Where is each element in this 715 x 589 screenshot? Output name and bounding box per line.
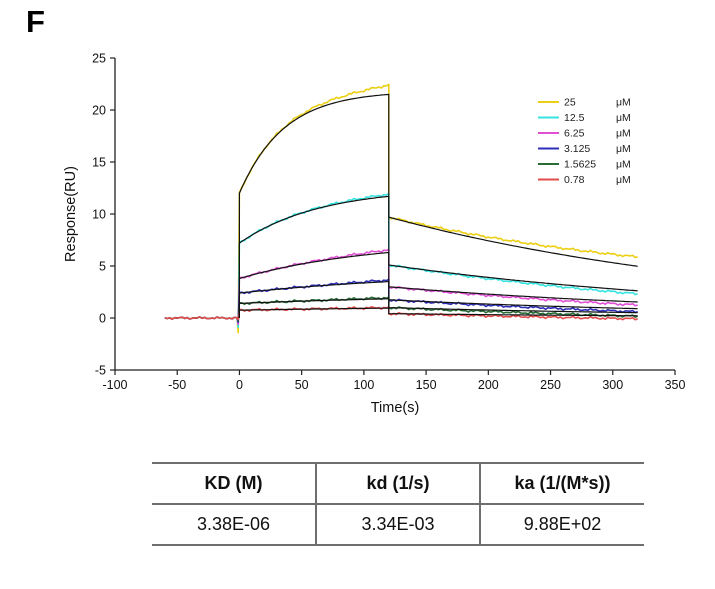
legend-unit-6.25: μM bbox=[616, 128, 631, 140]
panel-label: F bbox=[26, 4, 45, 39]
x-tick-label: 150 bbox=[416, 378, 437, 392]
legend-label-6.25: 6.25 bbox=[564, 128, 585, 140]
kdiss-value: 3.34E-03 bbox=[316, 504, 481, 546]
x-tick-label: 100 bbox=[353, 378, 374, 392]
x-tick-label: 250 bbox=[540, 378, 561, 392]
x-tick-label: 300 bbox=[602, 378, 623, 392]
legend-label-25: 25 bbox=[564, 97, 576, 109]
ka-header: ka (1/(M*s)) bbox=[480, 462, 644, 505]
kdiss-header: kd (1/s) bbox=[316, 462, 481, 505]
legend-unit-3.125: μM bbox=[616, 143, 631, 155]
y-tick-label: 25 bbox=[92, 52, 106, 66]
kinetics-table-header-row: KD (M) kd (1/s) ka (1/(M*s)) bbox=[152, 462, 644, 505]
x-tick-label: 350 bbox=[665, 378, 685, 392]
series-fit-3.125 bbox=[238, 281, 638, 318]
series-fit-6.25 bbox=[238, 251, 638, 318]
ka-value: 9.88E+02 bbox=[480, 504, 644, 546]
legend-unit-1.5625: μM bbox=[616, 159, 631, 171]
y-tick-label: 0 bbox=[99, 312, 106, 326]
y-tick-label: -5 bbox=[95, 364, 106, 378]
kd-value: 3.38E-06 bbox=[152, 504, 317, 546]
spr-sensorgram-chart: -100 -50 0 50 100 150 200 250 300 350-50510152025… bbox=[63, 52, 685, 417]
y-tick-label: 20 bbox=[92, 104, 106, 118]
x-tick-label: -50 bbox=[168, 378, 186, 392]
legend-label-1.5625: 1.5625 bbox=[564, 159, 596, 171]
x-tick-label: 200 bbox=[478, 378, 499, 392]
legend-unit-0.78: μM bbox=[616, 174, 631, 186]
kinetics-table-value-row: 3.38E-06 3.34E-03 9.88E+02 bbox=[152, 504, 644, 546]
series-fit-12.5 bbox=[238, 195, 638, 318]
legend-label-3.125: 3.125 bbox=[564, 143, 590, 155]
x-tick-label: -100 bbox=[102, 378, 127, 392]
x-axis-title: Time(s) bbox=[371, 400, 420, 416]
y-axis-title: Response(RU) bbox=[63, 166, 79, 262]
series-fit-1.5625 bbox=[238, 298, 638, 318]
legend-unit-25: μM bbox=[616, 97, 631, 109]
y-tick-label: 5 bbox=[99, 260, 106, 274]
series-fit-25 bbox=[238, 93, 638, 318]
kinetics-table: KD (M) kd (1/s) ka (1/(M*s)) 3.38E-06 3.… bbox=[152, 462, 644, 546]
legend-label-12.5: 12.5 bbox=[564, 112, 585, 124]
kd-header: KD (M) bbox=[152, 462, 317, 505]
legend-label-0.78: 0.78 bbox=[564, 174, 585, 186]
y-tick-label: 10 bbox=[92, 208, 106, 222]
x-tick-label: 50 bbox=[295, 378, 309, 392]
y-tick-label: 15 bbox=[92, 156, 106, 170]
x-tick-label: 0 bbox=[236, 378, 243, 392]
series-fit-0.78 bbox=[238, 307, 638, 318]
legend-unit-12.5: μM bbox=[616, 112, 631, 124]
